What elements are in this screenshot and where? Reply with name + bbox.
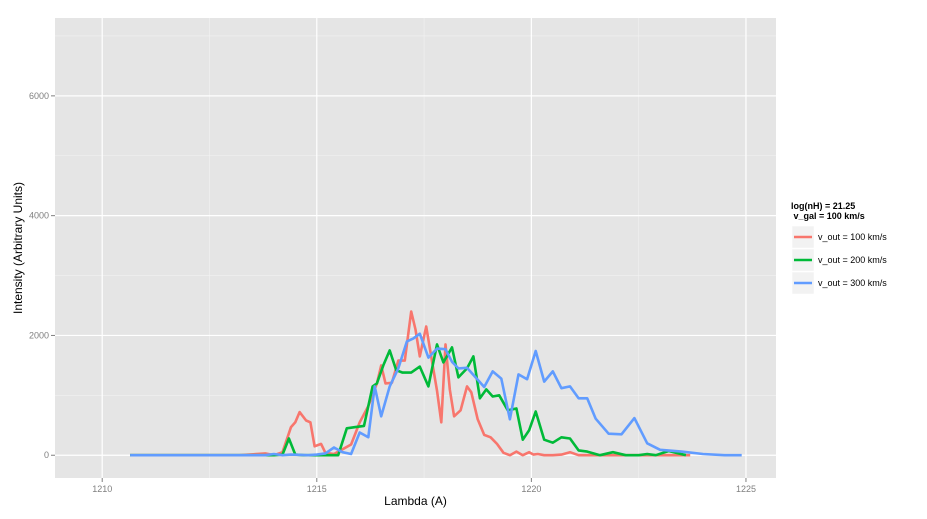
y-tick-label: 2000 bbox=[29, 330, 49, 340]
y-tick-label: 0 bbox=[44, 450, 49, 460]
legend-label: v_out = 300 km/s bbox=[818, 278, 887, 288]
x-axis-title: Lambda (A) bbox=[384, 494, 447, 508]
axis-ticks bbox=[51, 95, 747, 482]
x-tick-label: 1210 bbox=[92, 484, 112, 494]
y-tick-label: 4000 bbox=[29, 211, 49, 221]
legend-title-line-2: v_gal = 100 km/s bbox=[791, 211, 865, 221]
x-tick-label: 1215 bbox=[307, 484, 327, 494]
x-tick-labels: 1210 1215 1220 1225 bbox=[92, 484, 756, 494]
legend-label: v_out = 200 km/s bbox=[818, 255, 887, 265]
series-line-3 bbox=[130, 332, 742, 457]
legend: log(nH) = 21.25 v_gal = 100 km/s v_out =… bbox=[791, 201, 887, 295]
x-tick-label: 1225 bbox=[736, 484, 756, 494]
y-axis-title: Intensity (Arbitrary Units) bbox=[11, 182, 25, 314]
legend-item-1: v_out = 100 km/s bbox=[791, 225, 887, 249]
x-tick-label: 1220 bbox=[521, 484, 541, 494]
legend-item-2: v_out = 200 km/s bbox=[791, 248, 887, 272]
legend-title-line-1: log(nH) = 21.25 bbox=[791, 201, 855, 211]
plot-panel bbox=[55, 18, 776, 478]
y-tick-label: 6000 bbox=[29, 91, 49, 101]
series-line-2 bbox=[130, 343, 687, 457]
y-tick-labels: 0 2000 4000 6000 bbox=[29, 91, 49, 460]
series-line-1 bbox=[130, 310, 691, 457]
legend-item-3: v_out = 300 km/s bbox=[791, 271, 887, 295]
series-layer bbox=[130, 310, 742, 457]
minor-gridlines bbox=[55, 18, 776, 478]
legend-label: v_out = 100 km/s bbox=[818, 232, 887, 242]
